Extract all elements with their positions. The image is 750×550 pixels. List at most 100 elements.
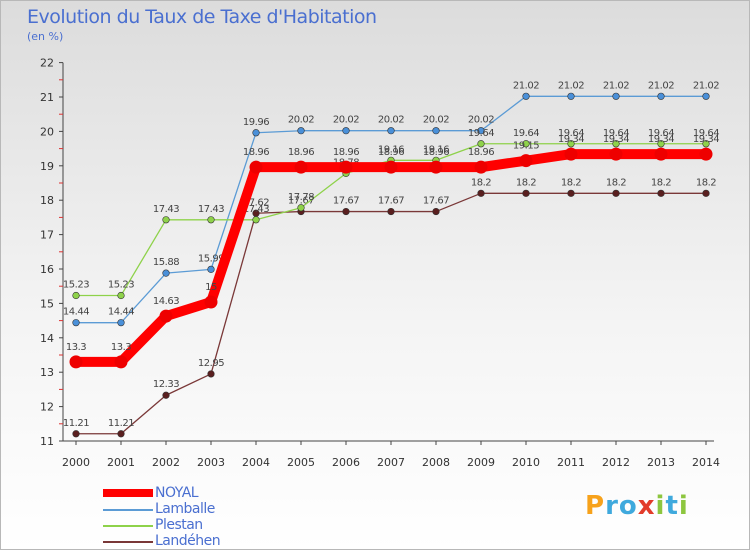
data-label: 19.16	[378, 144, 404, 155]
legend-swatch-noyal	[103, 489, 153, 497]
data-label: 19.16	[423, 144, 449, 155]
data-label: 17.62	[243, 197, 269, 208]
data-label: 20.02	[378, 115, 404, 126]
data-label: 19.34	[558, 134, 584, 145]
data-label: 17.67	[423, 196, 449, 207]
data-label: 18.96	[333, 147, 359, 158]
y-tick-label: 18	[40, 194, 54, 207]
y-tick-label: 13	[40, 366, 54, 379]
data-point	[474, 160, 488, 174]
x-tick-label: 2004	[242, 456, 270, 469]
x-tick-label: 2001	[107, 456, 135, 469]
data-point	[432, 207, 440, 216]
legend-label-plestan: Plestan	[155, 517, 203, 533]
logo-letter: t	[665, 491, 679, 521]
logo-letter: i	[678, 491, 689, 521]
data-point	[654, 147, 668, 161]
data-point	[69, 355, 83, 369]
data-point	[702, 140, 710, 148]
data-label: 14.44	[108, 307, 134, 318]
logo-letter: x	[637, 491, 656, 521]
x-tick-label: 2014	[692, 456, 720, 469]
data-point	[207, 265, 215, 273]
proxiti-logo: Proxiti	[585, 491, 689, 521]
data-point	[249, 160, 263, 174]
data-point	[522, 140, 530, 148]
y-tick-label: 12	[40, 401, 54, 414]
data-label: 19.64	[468, 128, 494, 139]
data-label: 17.78	[288, 192, 314, 203]
data-point	[702, 189, 710, 197]
y-tick-label: 16	[40, 263, 54, 276]
data-label: 15.88	[153, 257, 179, 268]
chart-title: Evolution du Taux de Taxe d'Habitation	[27, 6, 377, 28]
legend-label-lamballe: Lamballe	[155, 501, 215, 517]
data-label: 21.02	[558, 80, 584, 91]
data-label: 18.96	[288, 147, 314, 158]
data-label: 19.64	[693, 128, 719, 139]
data-point	[477, 127, 485, 135]
data-label: 21.02	[693, 80, 719, 91]
x-tick-label: 2011	[557, 456, 585, 469]
x-tick-label: 2008	[422, 456, 450, 469]
data-label: 18.2	[606, 177, 626, 188]
x-tick-label: 2006	[332, 456, 360, 469]
y-tick-label: 21	[40, 91, 54, 104]
legend-label-landéhen: Landéhen	[155, 533, 221, 549]
data-point	[114, 355, 128, 369]
logo-letter: i	[655, 491, 666, 521]
data-point	[117, 291, 125, 300]
data-point	[204, 295, 218, 309]
data-point	[162, 216, 170, 224]
data-label: 17.67	[333, 196, 359, 207]
data-point	[207, 370, 215, 378]
data-label: 21.02	[513, 80, 539, 91]
data-point	[519, 154, 533, 168]
data-point	[522, 92, 530, 100]
data-label: 12.33	[153, 379, 179, 390]
data-label: 17.43	[243, 204, 269, 215]
data-point	[429, 160, 443, 174]
data-label: 20.02	[288, 115, 314, 126]
data-point	[477, 140, 485, 148]
legend-swatch-lamballe	[103, 509, 153, 511]
data-label: 11.21	[63, 418, 89, 429]
data-point	[342, 207, 350, 216]
data-label: 18.96	[378, 147, 404, 158]
data-point	[207, 216, 215, 224]
legend-label-noyal: NOYAL	[155, 485, 199, 501]
x-tick-label: 2002	[152, 456, 180, 469]
data-point	[387, 127, 395, 135]
data-point	[72, 291, 80, 300]
logo-letter: P	[585, 491, 606, 521]
logo-letter: r	[605, 491, 619, 521]
data-point	[297, 127, 305, 135]
data-label: 19.64	[648, 128, 674, 139]
data-label: 17.67	[288, 196, 314, 207]
data-point	[432, 127, 440, 135]
data-label: 17.43	[198, 204, 224, 215]
data-point	[522, 189, 530, 197]
data-point	[612, 92, 620, 100]
data-point	[252, 129, 260, 137]
data-label: 21.02	[648, 80, 674, 91]
y-tick-label: 22	[40, 57, 54, 70]
data-point	[117, 430, 125, 438]
data-point	[342, 127, 350, 135]
data-point	[339, 160, 353, 174]
data-point	[657, 140, 665, 148]
y-tick-label: 15	[40, 297, 54, 310]
data-label: 12.95	[198, 358, 224, 369]
data-point	[252, 216, 260, 224]
data-label: 19.64	[558, 128, 584, 139]
data-label: 19.34	[603, 134, 629, 145]
data-label: 15.99	[198, 253, 224, 264]
x-tick-label: 2000	[62, 456, 90, 469]
data-point	[477, 189, 485, 197]
data-point	[612, 140, 620, 148]
data-label: 20.02	[333, 115, 359, 126]
data-point	[162, 391, 170, 399]
data-point	[159, 309, 173, 323]
x-tick-label: 2010	[512, 456, 540, 469]
